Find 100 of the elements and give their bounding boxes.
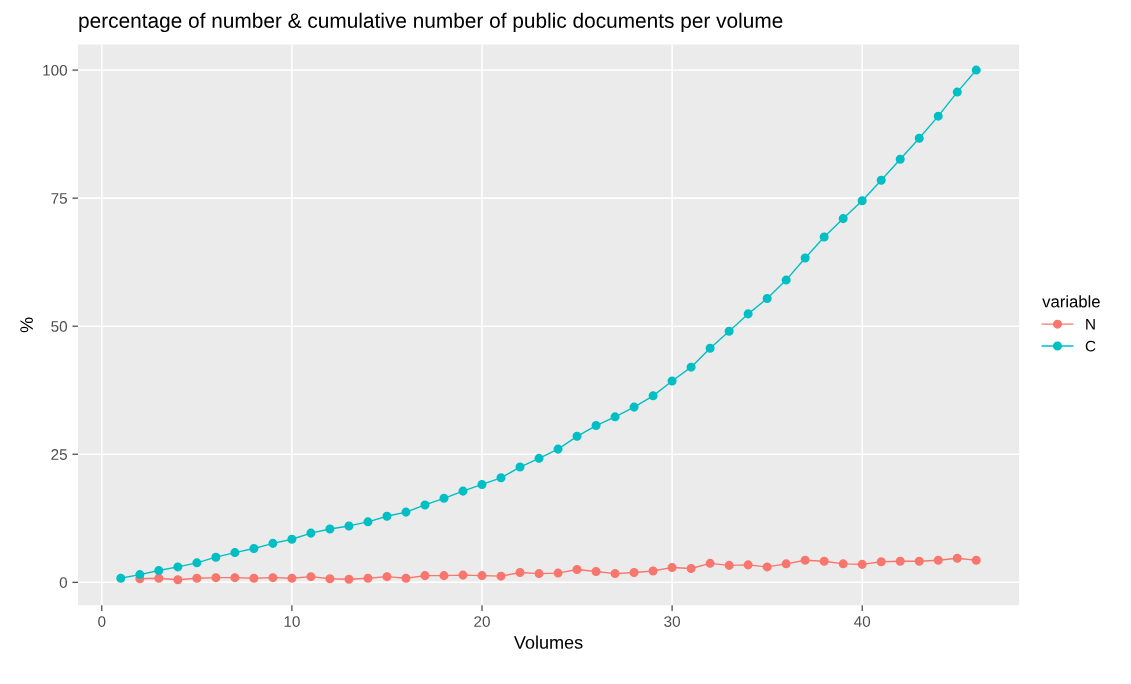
point bbox=[268, 538, 278, 548]
point bbox=[610, 569, 620, 579]
legend-label: N bbox=[1086, 318, 1095, 330]
point bbox=[800, 253, 810, 263]
point bbox=[648, 566, 658, 576]
point bbox=[667, 376, 677, 386]
point bbox=[686, 362, 696, 372]
point bbox=[648, 391, 658, 401]
y-tick-label: 0 bbox=[59, 577, 68, 588]
point bbox=[268, 573, 278, 583]
point bbox=[591, 567, 601, 577]
point bbox=[420, 500, 430, 510]
point bbox=[382, 572, 392, 582]
point bbox=[496, 473, 506, 483]
point bbox=[382, 511, 392, 521]
point bbox=[458, 570, 468, 580]
point bbox=[933, 111, 943, 121]
point bbox=[819, 556, 829, 566]
point bbox=[971, 555, 981, 565]
x-tick-label: 20 bbox=[474, 616, 490, 627]
point bbox=[952, 87, 962, 97]
point bbox=[705, 558, 715, 568]
point bbox=[192, 558, 202, 568]
y-tick-label: 50 bbox=[51, 321, 68, 332]
point bbox=[838, 559, 848, 569]
point bbox=[591, 421, 601, 431]
legend-label: C bbox=[1085, 340, 1096, 352]
point bbox=[211, 573, 221, 583]
point bbox=[819, 232, 829, 242]
point bbox=[572, 564, 582, 574]
point bbox=[933, 555, 943, 565]
point bbox=[553, 444, 563, 454]
point bbox=[838, 214, 848, 224]
point bbox=[781, 275, 791, 285]
point bbox=[629, 402, 639, 412]
x-tick-label: 30 bbox=[664, 616, 680, 627]
point bbox=[724, 560, 734, 570]
point bbox=[344, 574, 354, 584]
point bbox=[781, 559, 791, 569]
point bbox=[287, 573, 297, 583]
point bbox=[477, 479, 487, 489]
point bbox=[154, 565, 164, 576]
point bbox=[534, 569, 544, 579]
point bbox=[515, 568, 525, 578]
point bbox=[762, 294, 772, 304]
point bbox=[876, 557, 886, 567]
point bbox=[895, 154, 905, 164]
x-tick-label: 40 bbox=[854, 616, 871, 627]
point bbox=[572, 431, 582, 441]
point bbox=[515, 462, 525, 472]
chart-title: percentage of number & cumulative number of public documents per volume bbox=[79, 12, 783, 33]
x-tick-label: 10 bbox=[284, 616, 300, 627]
point bbox=[743, 309, 753, 319]
point bbox=[344, 521, 354, 531]
point bbox=[971, 65, 981, 75]
point bbox=[610, 412, 620, 422]
point bbox=[249, 573, 259, 583]
point bbox=[895, 556, 905, 566]
point bbox=[287, 534, 297, 544]
point bbox=[249, 543, 259, 553]
point bbox=[363, 573, 373, 583]
y-tick-label: 75 bbox=[51, 193, 67, 204]
point bbox=[401, 573, 411, 583]
y-tick-label: 25 bbox=[51, 449, 67, 460]
point bbox=[173, 575, 183, 585]
point bbox=[401, 507, 411, 517]
point bbox=[458, 486, 468, 496]
point bbox=[192, 573, 202, 583]
point bbox=[363, 517, 373, 527]
point bbox=[705, 343, 715, 353]
point bbox=[534, 453, 544, 463]
point bbox=[553, 568, 563, 578]
point bbox=[230, 573, 240, 583]
point bbox=[629, 568, 639, 578]
point bbox=[477, 571, 487, 581]
point bbox=[306, 528, 316, 538]
point bbox=[686, 563, 696, 573]
point bbox=[116, 573, 126, 583]
point bbox=[800, 555, 810, 565]
point bbox=[154, 573, 164, 583]
point bbox=[439, 571, 449, 581]
x-tick-label: 0 bbox=[98, 616, 106, 627]
point bbox=[857, 559, 867, 569]
point bbox=[724, 326, 734, 336]
point bbox=[743, 560, 753, 570]
point bbox=[211, 552, 221, 562]
point bbox=[952, 553, 962, 563]
point bbox=[420, 571, 430, 581]
y-axis-title: % bbox=[20, 317, 33, 333]
y-tick-label: 100 bbox=[43, 64, 68, 76]
point bbox=[135, 570, 145, 580]
point bbox=[325, 524, 335, 534]
point bbox=[496, 571, 506, 581]
point bbox=[173, 562, 183, 572]
point bbox=[914, 133, 924, 143]
point bbox=[857, 196, 867, 206]
x-axis-title: Volumes bbox=[513, 635, 583, 649]
point bbox=[230, 548, 240, 558]
point bbox=[914, 556, 924, 566]
legend-title: variable bbox=[1042, 295, 1100, 308]
